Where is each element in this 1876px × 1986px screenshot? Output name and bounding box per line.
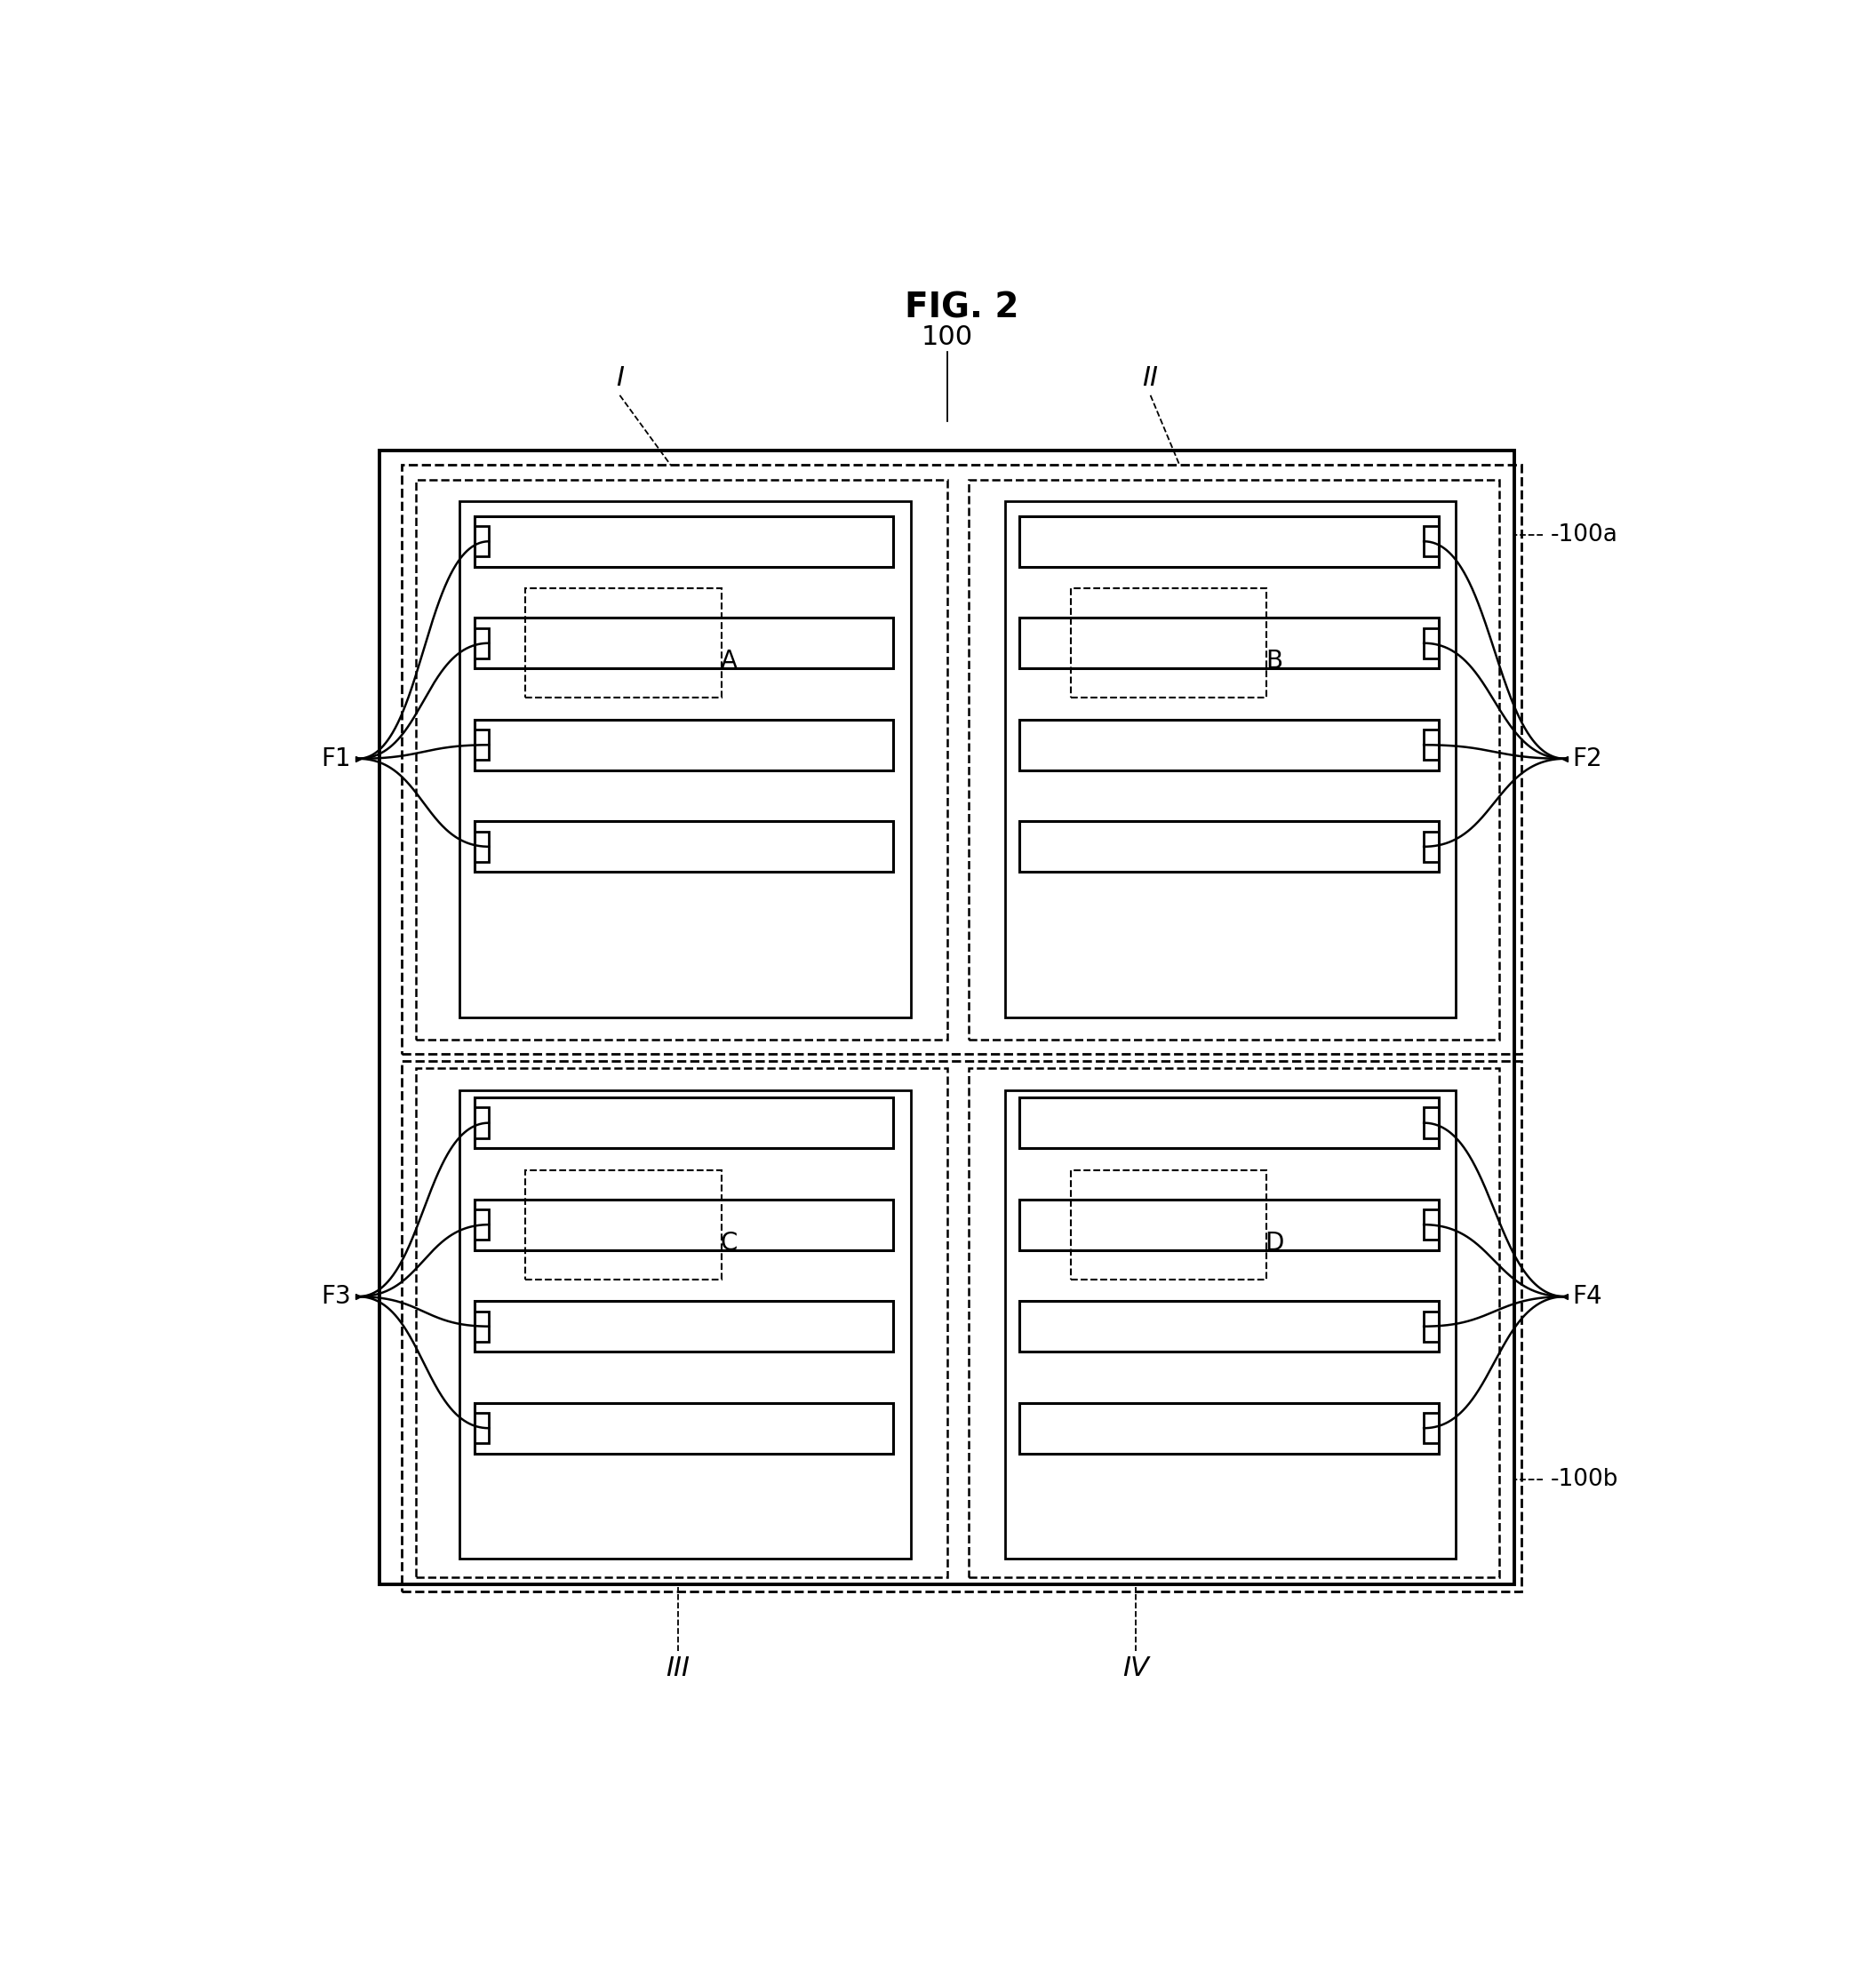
Text: F4: F4	[1572, 1285, 1602, 1309]
Bar	[1021, 1200, 1439, 1249]
Bar	[1424, 729, 1439, 761]
Text: -100a: -100a	[1550, 522, 1617, 546]
Bar	[460, 500, 910, 1017]
Bar	[525, 588, 722, 697]
Text: III: III	[666, 1656, 690, 1682]
Bar	[475, 516, 893, 566]
Bar	[416, 479, 947, 1039]
Text: C: C	[720, 1231, 737, 1255]
Bar	[475, 1402, 893, 1454]
Bar	[475, 1098, 893, 1148]
Text: F1: F1	[321, 747, 351, 771]
Bar	[525, 1170, 722, 1279]
Bar	[475, 1311, 490, 1343]
Bar	[1021, 516, 1439, 566]
Text: -100b: -100b	[1550, 1468, 1619, 1491]
Bar	[475, 1108, 490, 1138]
Text: A: A	[720, 649, 737, 673]
Bar	[460, 1090, 910, 1559]
Bar	[401, 1061, 1521, 1591]
Bar	[475, 1301, 893, 1352]
Bar	[416, 1068, 947, 1577]
Bar	[475, 1200, 893, 1249]
Text: F2: F2	[1572, 747, 1602, 771]
Bar	[1021, 1301, 1439, 1352]
Bar	[475, 526, 490, 556]
Bar	[1424, 1412, 1439, 1444]
Bar	[1021, 1098, 1439, 1148]
Bar	[1424, 526, 1439, 556]
Text: 100: 100	[921, 324, 974, 350]
Bar	[1021, 719, 1439, 771]
Bar	[1071, 588, 1266, 697]
Bar	[1021, 1402, 1439, 1454]
Text: FIG. 2: FIG. 2	[904, 290, 1019, 324]
Bar	[1424, 832, 1439, 862]
Bar	[475, 618, 893, 669]
Bar	[1006, 500, 1456, 1017]
Text: I: I	[615, 365, 625, 391]
Bar	[968, 479, 1499, 1039]
Text: B: B	[1266, 649, 1283, 673]
Text: II: II	[1142, 365, 1159, 391]
Bar	[475, 1209, 490, 1239]
Bar	[1424, 628, 1439, 659]
Bar	[475, 820, 893, 872]
Bar	[968, 1068, 1499, 1577]
Bar	[1424, 1311, 1439, 1343]
Bar	[1071, 1170, 1266, 1279]
Bar	[401, 465, 1521, 1055]
Text: F3: F3	[321, 1285, 351, 1309]
Text: D: D	[1264, 1231, 1283, 1255]
Bar	[1424, 1209, 1439, 1239]
Bar	[475, 719, 893, 771]
Bar	[475, 729, 490, 761]
Bar	[1021, 820, 1439, 872]
Bar	[475, 628, 490, 659]
Bar	[1021, 618, 1439, 669]
Bar	[475, 1412, 490, 1444]
Bar	[1424, 1108, 1439, 1138]
Bar	[475, 832, 490, 862]
Bar	[379, 451, 1514, 1585]
Bar	[1006, 1090, 1456, 1559]
Text: IV: IV	[1122, 1656, 1150, 1682]
